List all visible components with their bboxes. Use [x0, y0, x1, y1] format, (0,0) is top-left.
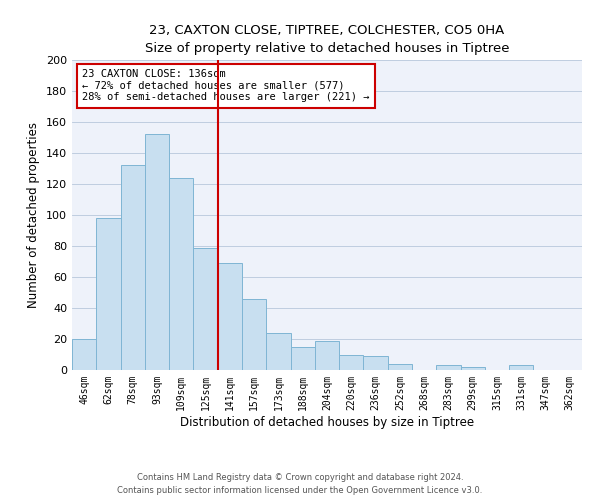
Bar [96, 218, 121, 370]
Text: Contains HM Land Registry data © Crown copyright and database right 2024.
Contai: Contains HM Land Registry data © Crown c… [118, 474, 482, 495]
Bar [193, 248, 218, 370]
Bar [364, 356, 388, 370]
Title: 23, CAXTON CLOSE, TIPTREE, COLCHESTER, CO5 0HA
Size of property relative to deta: 23, CAXTON CLOSE, TIPTREE, COLCHESTER, C… [145, 24, 509, 54]
Bar [121, 166, 145, 370]
Bar [169, 178, 193, 370]
Bar [315, 340, 339, 370]
Bar [388, 364, 412, 370]
Bar [509, 366, 533, 370]
Bar [218, 263, 242, 370]
Bar [266, 333, 290, 370]
Text: 23 CAXTON CLOSE: 136sqm
← 72% of detached houses are smaller (577)
28% of semi-d: 23 CAXTON CLOSE: 136sqm ← 72% of detache… [82, 70, 370, 102]
Bar [242, 298, 266, 370]
X-axis label: Distribution of detached houses by size in Tiptree: Distribution of detached houses by size … [180, 416, 474, 428]
Bar [436, 366, 461, 370]
Bar [145, 134, 169, 370]
Bar [461, 367, 485, 370]
Bar [290, 347, 315, 370]
Y-axis label: Number of detached properties: Number of detached properties [28, 122, 40, 308]
Bar [339, 354, 364, 370]
Bar [72, 339, 96, 370]
